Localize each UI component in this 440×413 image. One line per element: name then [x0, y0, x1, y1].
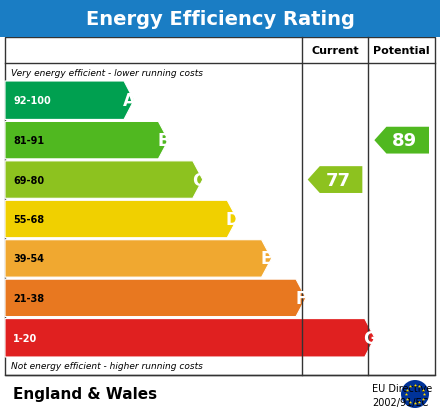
Bar — [0, 0, 440, 38]
Text: G: G — [363, 329, 377, 347]
Polygon shape — [5, 122, 169, 159]
Text: 55-68: 55-68 — [13, 214, 44, 224]
Text: England & Wales: England & Wales — [13, 387, 157, 401]
Bar — [5, 38, 435, 375]
Text: D: D — [225, 211, 239, 228]
Polygon shape — [308, 167, 363, 194]
Polygon shape — [5, 161, 203, 199]
Text: Not energy efficient - higher running costs: Not energy efficient - higher running co… — [11, 362, 203, 370]
Text: Energy Efficiency Rating: Energy Efficiency Rating — [85, 9, 355, 28]
Text: 92-100: 92-100 — [13, 96, 51, 106]
Circle shape — [401, 380, 429, 408]
Polygon shape — [5, 201, 237, 238]
Text: 77: 77 — [325, 171, 350, 189]
Text: A: A — [123, 92, 136, 110]
Text: E: E — [261, 250, 272, 268]
Polygon shape — [5, 280, 306, 317]
Text: B: B — [157, 132, 170, 150]
Text: C: C — [192, 171, 204, 189]
Text: 39-54: 39-54 — [13, 254, 44, 264]
Text: 2002/91/EC: 2002/91/EC — [372, 396, 429, 407]
Polygon shape — [5, 319, 375, 357]
Text: Very energy efficient - lower running costs: Very energy efficient - lower running co… — [11, 68, 203, 77]
Text: 21-38: 21-38 — [13, 293, 44, 303]
Text: 89: 89 — [392, 132, 417, 150]
Text: Potential: Potential — [374, 46, 430, 56]
Polygon shape — [5, 82, 134, 120]
Polygon shape — [374, 128, 429, 154]
Polygon shape — [5, 240, 271, 278]
Text: 69-80: 69-80 — [13, 175, 44, 185]
Text: EU Directive: EU Directive — [372, 383, 433, 393]
Text: 81-91: 81-91 — [13, 136, 44, 146]
Text: F: F — [295, 289, 307, 307]
Text: Current: Current — [311, 46, 359, 56]
Text: 1-20: 1-20 — [13, 333, 37, 343]
